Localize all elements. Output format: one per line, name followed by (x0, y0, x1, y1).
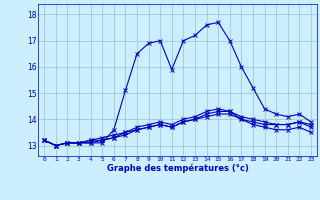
X-axis label: Graphe des températures (°c): Graphe des températures (°c) (107, 164, 249, 173)
